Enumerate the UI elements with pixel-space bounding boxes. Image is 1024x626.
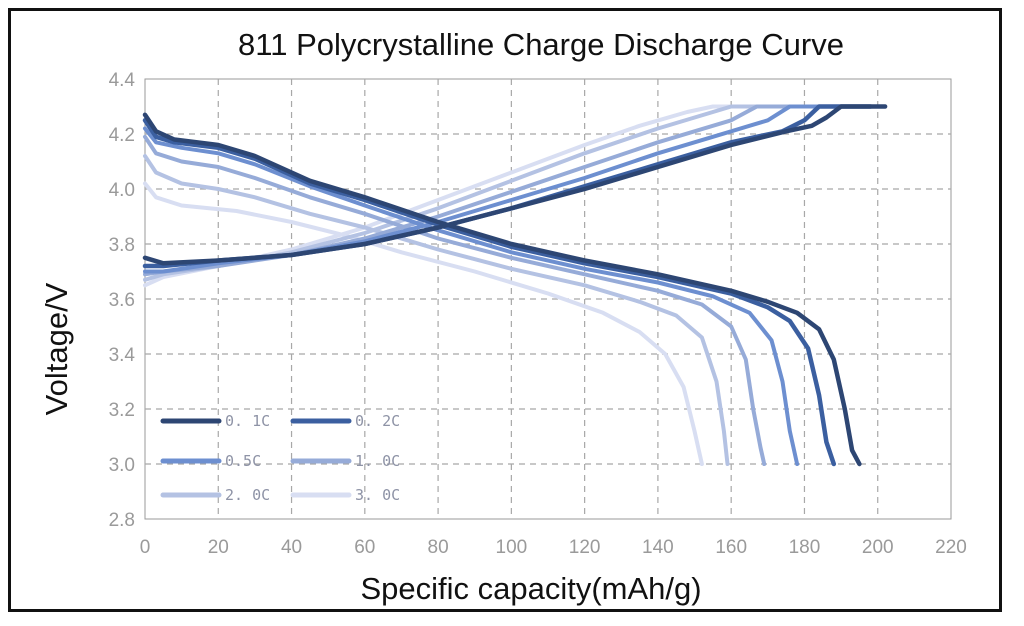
y-tick-label: 3.0 bbox=[109, 455, 135, 476]
discharge-curve-10c bbox=[143, 134, 767, 466]
discharge-curve-20c bbox=[143, 154, 730, 466]
charge-curve-01c bbox=[142, 104, 888, 266]
x-tick-label: 140 bbox=[642, 537, 674, 558]
discharge-curve-30c bbox=[143, 181, 704, 466]
x-tick-label: 120 bbox=[569, 537, 601, 558]
y-tick-label: 4.4 bbox=[109, 70, 136, 91]
x-tick-label: 180 bbox=[789, 537, 821, 558]
x-tick-label: 100 bbox=[496, 537, 528, 558]
y-tick-label: 3.8 bbox=[109, 235, 135, 256]
x-tick-label: 160 bbox=[715, 537, 747, 558]
x-tick-label: 80 bbox=[428, 537, 449, 558]
legend-label: 0.5C bbox=[225, 452, 261, 470]
discharge-curve-02c bbox=[142, 118, 837, 467]
series-layer bbox=[142, 104, 888, 467]
x-tick-label: 60 bbox=[354, 537, 375, 558]
charge-curve-05c bbox=[143, 104, 844, 274]
x-axis-ticks: 0 20 40 60 80 100 120 140 160 180 200 220 bbox=[140, 537, 967, 558]
x-tick-label: 20 bbox=[208, 537, 229, 558]
x-tick-label: 220 bbox=[935, 537, 967, 558]
y-tick-label: 3.2 bbox=[109, 400, 135, 421]
chart-frame: 811 Polycrystalline Charge Discharge Cur… bbox=[8, 8, 1002, 612]
y-tick-label: 2.8 bbox=[109, 510, 135, 531]
legend-label: 0. 2C bbox=[355, 412, 400, 430]
y-tick-label: 4.2 bbox=[109, 125, 135, 146]
y-tick-label: 4.0 bbox=[109, 180, 135, 201]
discharge-curve-01c bbox=[142, 112, 862, 467]
legend-label: 1. 0C bbox=[355, 452, 400, 470]
x-axis-label: Specific capacity(mAh/g) bbox=[360, 571, 701, 606]
discharge-curve-05c bbox=[143, 126, 800, 466]
legend-label: 3. 0C bbox=[355, 486, 400, 504]
legend-label: 2. 0C bbox=[225, 486, 270, 504]
y-tick-label: 3.6 bbox=[109, 290, 135, 311]
y-axis-label: Voltage/V bbox=[39, 282, 74, 415]
chart-svg: 811 Polycrystalline Charge Discharge Cur… bbox=[39, 27, 967, 606]
legend-label: 0. 1C bbox=[225, 412, 270, 430]
charge-curve-10c bbox=[143, 104, 807, 277]
y-tick-label: 3.4 bbox=[109, 345, 136, 366]
chart-title: 811 Polycrystalline Charge Discharge Cur… bbox=[238, 27, 844, 62]
x-tick-label: 200 bbox=[862, 537, 894, 558]
x-tick-label: 0 bbox=[140, 537, 151, 558]
y-axis-ticks: 4.4 4.2 4.0 3.8 3.6 3.4 3.2 3.0 2.8 bbox=[109, 70, 136, 531]
x-tick-label: 40 bbox=[281, 537, 302, 558]
legend: 0. 1C 0. 2C 0.5C 1. 0C 2. 0C 3. 0C bbox=[160, 412, 400, 504]
gridlines bbox=[145, 79, 951, 519]
